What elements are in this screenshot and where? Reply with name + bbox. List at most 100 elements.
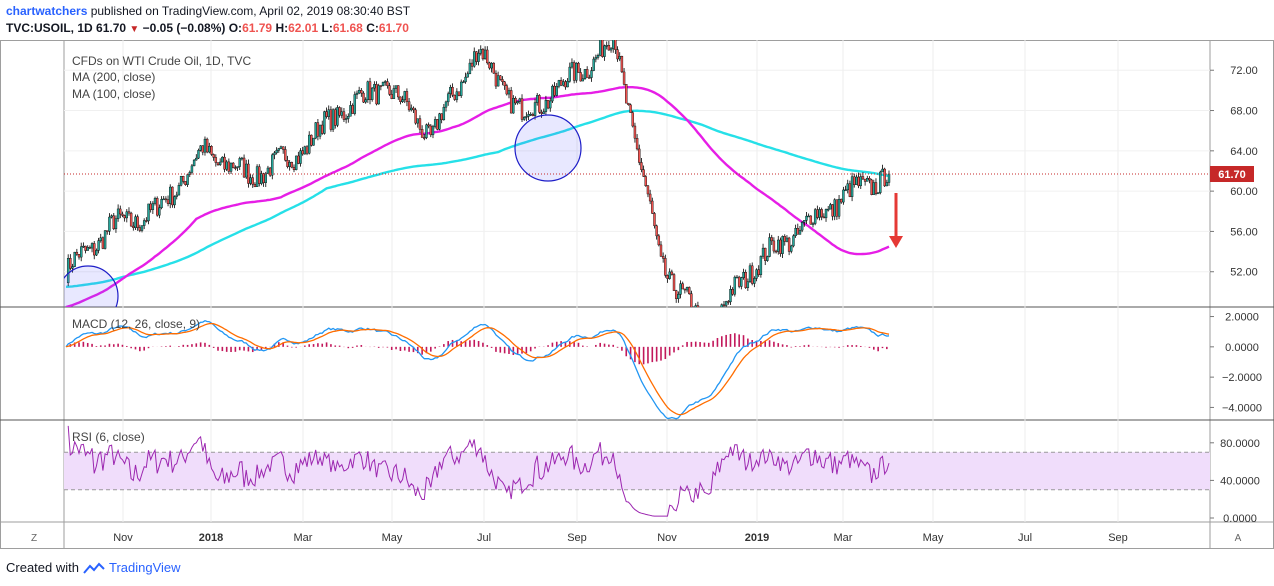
- candle-body: [425, 124, 428, 138]
- tradingview-brand[interactable]: TradingView: [108, 560, 181, 575]
- candle-body: [418, 118, 422, 130]
- author-link[interactable]: chartwatchers: [6, 4, 88, 18]
- annotation-circle: [64, 265, 119, 307]
- candle-body: [761, 247, 765, 257]
- candle-body: [386, 81, 389, 86]
- candle-body: [785, 237, 789, 242]
- candle-body: [842, 189, 845, 203]
- candle-body: [594, 57, 598, 60]
- macd-histogram-bar: [534, 346, 536, 349]
- macd-histogram-bar: [690, 341, 693, 347]
- macd-histogram-bar: [490, 346, 493, 348]
- candle-body: [416, 118, 419, 124]
- macd-histogram-bar: [464, 341, 467, 347]
- candle-body: [583, 69, 587, 80]
- rsi-band: [64, 452, 1210, 490]
- macd-histogram-bar: [729, 333, 732, 347]
- candle-body: [103, 230, 107, 249]
- candle-body: [512, 98, 515, 114]
- candle-body: [334, 109, 337, 126]
- candle-body: [722, 304, 726, 306]
- macd-histogram-bar: [247, 346, 250, 352]
- candle-body: [618, 56, 621, 60]
- candle-body: [473, 51, 476, 67]
- legend-macd[interactable]: MACD (12, 26, close, 9): [72, 317, 201, 331]
- candle-body: [846, 183, 849, 191]
- legend-ma200[interactable]: MA (200, close): [72, 70, 156, 84]
- candle-body: [169, 186, 172, 205]
- candle-body: [466, 73, 469, 78]
- down-arrow-head: [889, 236, 903, 248]
- candle-body: [88, 247, 92, 249]
- candle-body: [719, 311, 721, 319]
- candle-body: [399, 96, 402, 102]
- candle-body: [640, 162, 643, 170]
- candle-body: [260, 173, 263, 184]
- candle-body: [392, 88, 396, 99]
- auto-scale-button: A: [1235, 533, 1242, 544]
- candle-body: [648, 193, 652, 202]
- candle-body: [201, 145, 205, 153]
- candle-body: [759, 256, 763, 275]
- macd-histogram-bar: [134, 346, 137, 350]
- candle-body: [197, 150, 200, 159]
- candle-body: [664, 258, 667, 276]
- candle-body: [147, 203, 150, 222]
- timezone-z-button: Z: [31, 533, 37, 544]
- legend-ma100[interactable]: MA (100, close): [72, 87, 156, 101]
- candle-body: [225, 161, 228, 170]
- macd-histogram-bar: [612, 344, 615, 347]
- macd-histogram-bar: [112, 344, 115, 347]
- candle-body: [850, 176, 854, 197]
- candle-body: [218, 161, 222, 165]
- macd-histogram-bar: [794, 346, 797, 347]
- candle-body: [522, 117, 526, 120]
- macd-histogram-bar: [377, 346, 380, 348]
- candle-body: [310, 134, 313, 146]
- open-value: 61.79: [242, 21, 273, 35]
- macd-histogram-bar: [395, 346, 397, 350]
- candle-body: [708, 332, 710, 334]
- macd-histogram-bar: [551, 342, 554, 347]
- candle-body: [106, 230, 109, 232]
- candle-body: [95, 250, 98, 256]
- candle-body: [727, 301, 730, 303]
- candle-body: [744, 272, 747, 288]
- candle-body: [236, 166, 239, 168]
- ma200-line: [65, 109, 890, 288]
- candle-body: [796, 228, 799, 235]
- macd-histogram-bar: [78, 342, 80, 347]
- macd-histogram-bar: [191, 344, 193, 347]
- candle-body: [449, 86, 452, 95]
- candle-body: [266, 167, 270, 174]
- macd-histogram-bar: [599, 342, 601, 347]
- candle-body: [612, 40, 615, 49]
- candle-body: [740, 277, 743, 287]
- macd-histogram-bar: [655, 346, 658, 362]
- candle-body: [703, 321, 705, 330]
- macd-histogram-bar: [278, 342, 280, 347]
- candle-body: [518, 98, 522, 102]
- candle-body: [792, 235, 795, 247]
- candle-body: [221, 156, 224, 163]
- candle-body: [351, 105, 354, 114]
- macd-histogram-bar: [686, 341, 688, 347]
- macd-histogram-bar: [764, 340, 767, 347]
- candle-body: [323, 111, 326, 134]
- candle-body: [232, 162, 235, 168]
- macd-histogram-bar: [199, 342, 202, 347]
- macd-histogram-bar: [603, 343, 606, 347]
- legend-rsi[interactable]: RSI (6, close): [72, 430, 145, 444]
- candle-body: [566, 81, 569, 88]
- candle-body: [431, 126, 435, 136]
- candle-body: [868, 178, 871, 181]
- candle-body: [210, 146, 213, 155]
- candle-body: [158, 207, 161, 216]
- candle-body: [381, 81, 385, 87]
- candle-body: [499, 75, 502, 80]
- candle-body: [303, 146, 307, 155]
- candle-body: [794, 228, 797, 237]
- candle-body: [766, 256, 769, 261]
- macd-histogram-bar: [178, 346, 180, 347]
